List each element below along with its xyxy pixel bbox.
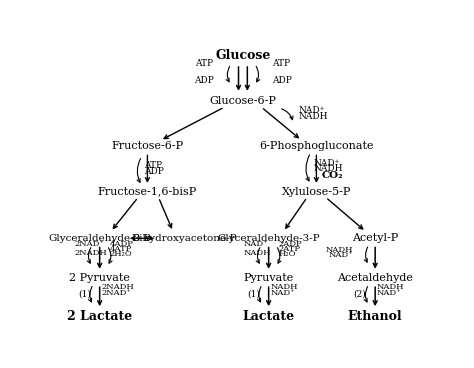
Text: Lactate: Lactate bbox=[243, 310, 295, 323]
Text: 2 Pyruvate: 2 Pyruvate bbox=[69, 273, 130, 283]
Text: Glucose: Glucose bbox=[215, 49, 271, 62]
Text: 2NAD⁺: 2NAD⁺ bbox=[75, 241, 104, 248]
Text: ATP: ATP bbox=[195, 60, 213, 68]
Text: Glyceraldehyde-3-P: Glyceraldehyde-3-P bbox=[217, 234, 320, 243]
Text: NADH: NADH bbox=[244, 249, 271, 257]
Text: (1): (1) bbox=[78, 290, 91, 298]
Text: NADH: NADH bbox=[326, 245, 353, 254]
Text: NADH: NADH bbox=[377, 283, 404, 291]
Text: Fructose-1,6-bisP: Fructose-1,6-bisP bbox=[98, 187, 197, 197]
Text: NADH: NADH bbox=[298, 112, 328, 121]
Text: 6-Phosphogluconate: 6-Phosphogluconate bbox=[259, 141, 374, 151]
Text: 2 Lactate: 2 Lactate bbox=[67, 310, 132, 323]
Text: CO₂: CO₂ bbox=[322, 171, 344, 180]
Text: NAD⁺: NAD⁺ bbox=[328, 251, 353, 259]
Text: ADP: ADP bbox=[272, 77, 292, 85]
Text: Fructose-6-P: Fructose-6-P bbox=[111, 141, 183, 151]
Text: Acetyl-P: Acetyl-P bbox=[352, 233, 398, 243]
Text: 2ADP: 2ADP bbox=[279, 240, 302, 248]
Text: NAD⁺: NAD⁺ bbox=[298, 106, 324, 115]
Text: NADH: NADH bbox=[313, 164, 343, 173]
Text: NAD⁺: NAD⁺ bbox=[313, 159, 340, 168]
Text: Dihydroxyacetone-P: Dihydroxyacetone-P bbox=[131, 234, 237, 243]
Text: Glyceraldehyde-3-P: Glyceraldehyde-3-P bbox=[48, 234, 151, 243]
Text: Ethanol: Ethanol bbox=[348, 310, 402, 323]
Text: ATP: ATP bbox=[272, 60, 291, 68]
Text: NADH: NADH bbox=[271, 283, 298, 291]
Text: Acetaldehyde: Acetaldehyde bbox=[337, 273, 413, 283]
Text: NAD⁺: NAD⁺ bbox=[271, 289, 295, 297]
Text: Xylulose-5-P: Xylulose-5-P bbox=[282, 187, 351, 197]
Text: 2H₂O: 2H₂O bbox=[110, 250, 133, 258]
Text: NAD⁺: NAD⁺ bbox=[377, 289, 401, 297]
Text: (1): (1) bbox=[247, 290, 260, 298]
Text: ATP: ATP bbox=[145, 161, 163, 170]
Text: (2): (2) bbox=[354, 290, 366, 298]
Text: 2NADH: 2NADH bbox=[101, 283, 134, 291]
Text: ADP: ADP bbox=[145, 167, 164, 176]
Text: Glucose-6-P: Glucose-6-P bbox=[210, 96, 276, 106]
Text: 2NAD⁺: 2NAD⁺ bbox=[101, 289, 131, 297]
Text: 4ADP: 4ADP bbox=[110, 240, 134, 248]
Text: 2ATP: 2ATP bbox=[279, 245, 301, 253]
Text: NAD⁺: NAD⁺ bbox=[244, 241, 268, 248]
Text: Pyruvate: Pyruvate bbox=[244, 273, 294, 283]
Text: 2NADH: 2NADH bbox=[75, 249, 108, 257]
Text: H₂O: H₂O bbox=[279, 250, 296, 258]
Text: 4ATP: 4ATP bbox=[110, 245, 132, 253]
Text: ADP: ADP bbox=[194, 77, 213, 85]
